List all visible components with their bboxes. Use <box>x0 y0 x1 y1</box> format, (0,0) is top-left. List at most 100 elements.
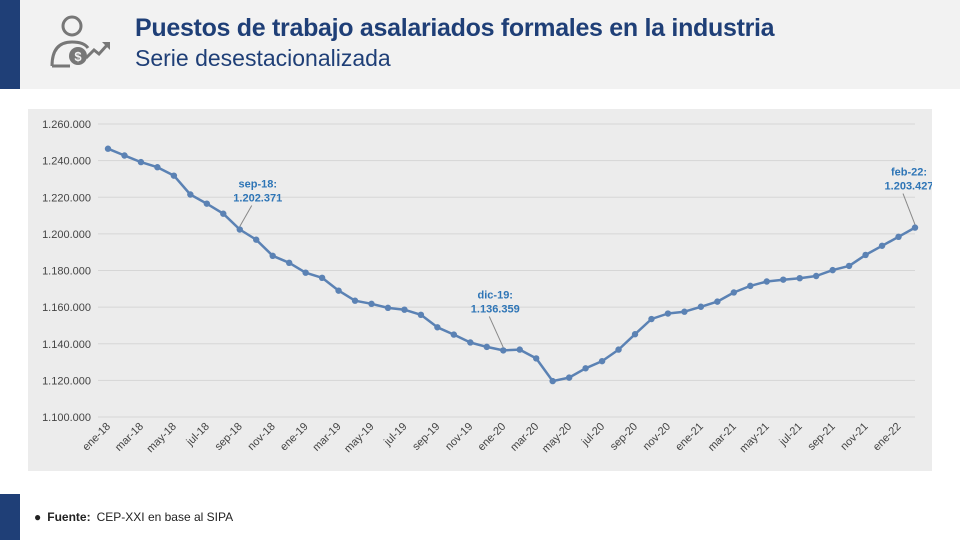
data-point <box>582 365 589 372</box>
x-tick-label: jul-19 <box>381 421 409 449</box>
data-point <box>796 274 803 282</box>
data-point <box>351 297 359 304</box>
data-point <box>335 287 342 294</box>
data-point <box>318 274 326 282</box>
x-tick-label: nov-21 <box>838 421 870 453</box>
data-point <box>730 289 738 296</box>
data-point <box>154 164 161 171</box>
annotation-value: 1.202.371 <box>233 193 282 205</box>
x-tick-label: ene-18 <box>80 421 113 454</box>
annotation-label: dic-19: <box>478 289 513 301</box>
data-point <box>203 200 211 207</box>
data-point <box>533 355 540 362</box>
y-tick-label: 1.180.000 <box>42 266 91 278</box>
annotation-leader <box>902 193 916 225</box>
x-tick-label: mar-18 <box>113 421 146 454</box>
data-point <box>236 226 243 233</box>
x-tick-label: may-19 <box>342 421 376 455</box>
data-point <box>417 311 425 319</box>
x-tick-label: mar-20 <box>508 421 541 454</box>
data-point <box>137 158 145 166</box>
data-point <box>911 224 919 231</box>
data-point <box>747 282 754 290</box>
x-tick-label: may-18 <box>145 421 179 455</box>
header-band <box>0 0 960 89</box>
source-note: ● Fuente: CEP-XXI en base al SIPA <box>34 510 233 524</box>
data-point <box>878 242 886 249</box>
x-tick-label: mar-21 <box>706 421 739 454</box>
chart-panel: 1.100.000 1.120.000 1.140.000 1.160.000 1.18… <box>28 109 932 471</box>
series-line <box>107 147 916 383</box>
y-tick-label: 1.220.000 <box>42 192 91 204</box>
data-point <box>565 374 573 381</box>
y-tick-label: 1.260.000 <box>42 119 91 131</box>
data-point <box>664 310 672 317</box>
data-point <box>220 210 227 217</box>
line-chart: 1.100.000 1.120.000 1.140.000 1.160.000 1.18… <box>42 119 932 455</box>
page-title: Puestos de trabajo asalariados formales … <box>135 14 775 42</box>
data-point <box>483 343 490 351</box>
annotation-label: sep-18: <box>238 179 277 191</box>
y-tick-label: 1.240.000 <box>42 156 91 168</box>
annotation-leader <box>239 205 253 227</box>
source-text: CEP-XXI en base al SIPA <box>96 510 234 524</box>
x-tick-label: jul-18 <box>184 421 212 449</box>
x-tick-label: sep-19 <box>410 421 442 453</box>
data-point <box>812 272 820 280</box>
data-point <box>895 233 902 241</box>
x-tick-label: nov-19 <box>443 421 475 453</box>
data-point <box>384 304 392 312</box>
data-point <box>714 298 721 305</box>
data-point <box>121 152 128 159</box>
data-point <box>434 324 441 331</box>
annotation-value: 1.136.359 <box>471 303 520 315</box>
data-point <box>500 347 507 354</box>
data-point <box>763 278 770 285</box>
x-tick-label: ene-21 <box>673 421 706 454</box>
data-point <box>253 236 260 243</box>
data-point <box>598 357 606 365</box>
data-point <box>516 346 523 353</box>
data-point <box>829 266 836 274</box>
y-tick-label: 1.100.000 <box>42 412 91 424</box>
person-growth-money-icon: $ <box>50 15 110 68</box>
page-subtitle: Serie desestacionalizada <box>135 45 391 71</box>
data-point <box>401 306 408 313</box>
data-point <box>631 331 639 338</box>
x-tick-label: may-21 <box>737 421 771 455</box>
x-tick-label: nov-18 <box>246 421 278 453</box>
data-point <box>187 191 194 198</box>
annotation-leader <box>488 316 504 348</box>
x-tick-label: sep-21 <box>806 421 838 453</box>
y-tick-label: 1.120.000 <box>42 375 91 387</box>
svg-text:$: $ <box>74 49 82 64</box>
data-point <box>648 315 655 323</box>
data-point <box>368 300 375 308</box>
data-point <box>615 346 622 353</box>
data-point <box>450 331 458 338</box>
x-tick-label: nov-20 <box>641 421 673 453</box>
data-point <box>862 251 869 259</box>
y-tick-label: 1.140.000 <box>42 339 91 351</box>
data-point <box>845 262 853 270</box>
x-tick-label: jul-21 <box>777 421 805 449</box>
x-tick-label: may-20 <box>540 421 574 455</box>
x-tick-label: mar-19 <box>311 421 344 454</box>
data-point <box>269 252 276 260</box>
annotation-value: 1.203.427 <box>885 181 932 193</box>
data-point <box>285 259 293 267</box>
data-point <box>104 145 112 152</box>
header-accent-bar <box>0 0 20 89</box>
bullet-icon: ● <box>34 510 42 524</box>
y-tick-label: 1.200.000 <box>42 229 91 241</box>
data-point <box>681 308 688 315</box>
x-tick-label: ene-19 <box>278 421 311 454</box>
x-tick-label: ene-20 <box>476 421 509 454</box>
x-tick-label: jul-20 <box>579 421 607 449</box>
data-point <box>697 303 705 310</box>
data-point <box>549 377 556 385</box>
y-tick-label: 1.160.000 <box>42 302 91 314</box>
x-tick-label: sep-18 <box>213 421 245 453</box>
x-tick-label: sep-20 <box>608 421 640 453</box>
data-point <box>170 172 178 179</box>
